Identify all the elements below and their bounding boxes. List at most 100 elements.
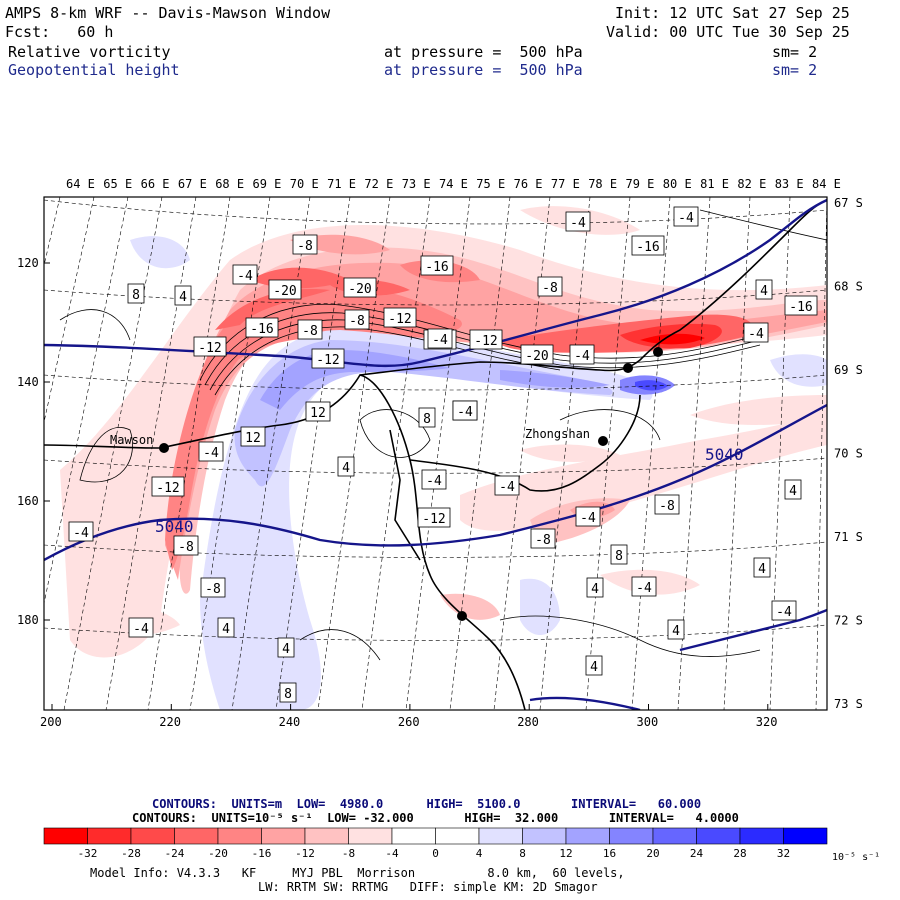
svg-text:-4: -4 [457, 405, 473, 420]
vorticity-value-label: -4 [569, 344, 595, 365]
vorticity-value-label: 4 [753, 557, 771, 578]
vorticity-value-label: -4 [494, 475, 520, 496]
colorbar-swatch [43, 827, 88, 845]
colorbar-tick-label: 28 [733, 847, 746, 860]
svg-text:-4: -4 [636, 581, 652, 596]
svg-text:-4: -4 [237, 269, 253, 284]
vorticity-value-label: 8 [418, 407, 436, 428]
vorticity-labels: -8 -4 -16 -20 -20 -16 -12 -8 -12 -16 -20 -4 -4 -4 -16 -… [68, 206, 818, 703]
x-tick-label: 280 [517, 715, 539, 729]
y-tick-label: 140 [17, 375, 39, 389]
colorbar-tick-label: 24 [690, 847, 704, 860]
colorbar-tick-label: -4 [385, 847, 399, 860]
colorbar-swatch [783, 827, 828, 845]
model-info-1: Model Info: V4.3.3 KF MYJ PBL Morrison 8… [90, 866, 625, 880]
svg-text:12: 12 [310, 406, 326, 421]
svg-text:-4: -4 [574, 349, 590, 364]
vorticity-value-label: -12 [417, 507, 451, 528]
station-marker [653, 347, 663, 357]
svg-text:-12: -12 [316, 353, 339, 368]
svg-text:4: 4 [591, 582, 599, 597]
colorbar-swatch [304, 827, 349, 845]
vorticity-value-label: -8 [654, 494, 680, 515]
colorbar-swatch [87, 827, 132, 845]
svg-text:-4: -4 [748, 327, 764, 342]
colorbar-tick-label: -32 [78, 847, 98, 860]
svg-text:-16: -16 [636, 240, 659, 255]
station-label-zhongshan: Zhongshan [525, 427, 590, 441]
longitude-label: 74 E [439, 177, 468, 191]
longitude-label: 78 E [588, 177, 617, 191]
colorbar-tick-label: -12 [295, 847, 315, 860]
field1-pressure: at pressure = 500 hPa [384, 43, 583, 61]
svg-text:-12: -12 [156, 481, 179, 496]
y-tick-label: 120 [17, 256, 39, 270]
vorticity-value-label: -20 [268, 279, 302, 300]
vorticity-value-label: -4 [631, 576, 657, 597]
latitude-label: 69 S [834, 363, 863, 377]
svg-text:-8: -8 [297, 239, 313, 254]
vorticity-value-label: -12 [311, 348, 345, 369]
svg-text:-8: -8 [205, 582, 221, 597]
vorticity-value-label: -4 [427, 328, 453, 349]
vorticity-value-label: 4 [217, 617, 235, 638]
longitude-label: 79 E [626, 177, 655, 191]
title-left: AMPS 8-km WRF -- Davis-Mawson Window [5, 4, 331, 22]
longitude-label: 81 E [700, 177, 729, 191]
longitude-label: 75 E [476, 177, 505, 191]
field2-pressure: at pressure = 500 hPa [384, 61, 583, 79]
field2-name: Geopotential height [8, 61, 180, 79]
svg-text:4: 4 [282, 642, 290, 657]
vorticity-value-label: -8 [200, 577, 226, 598]
colorbar-tick-label: 20 [646, 847, 659, 860]
svg-text:-8: -8 [535, 533, 551, 548]
colorbar-tick-label: 16 [603, 847, 616, 860]
svg-text:-4: -4 [678, 211, 694, 226]
height-label: 5040 [155, 517, 194, 536]
vorticity-value-label: -8 [173, 535, 199, 556]
station-marker [457, 611, 467, 621]
longitude-labels: 64 E 65 E 66 E 67 E 68 E 69 E 70 E 71 E 72 E 73 E… [66, 177, 841, 191]
colorbar: -32 -28 -24 -20 -16 -12 -8 -4 0 4 8 12 16 20 24 28 32 10… [43, 827, 880, 863]
svg-text:-4: -4 [432, 333, 448, 348]
vorticity-value-label: -8 [537, 276, 563, 297]
svg-text:4: 4 [760, 284, 768, 299]
vorticity-value-label: -4 [232, 264, 258, 285]
vorticity-value-label: 4 [174, 285, 192, 306]
svg-text:-8: -8 [349, 314, 365, 329]
vorticity-value-label: -16 [631, 235, 665, 256]
longitude-label: 84 E [812, 177, 841, 191]
longitude-label: 68 E [215, 177, 244, 191]
longitude-label: 77 E [551, 177, 580, 191]
vorticity-value-label: -8 [297, 319, 323, 340]
vorticity-value-label: -4 [198, 441, 224, 462]
colorbar-tick-label: 12 [559, 847, 572, 860]
colorbar-tick-label: -28 [121, 847, 141, 860]
svg-text:-12: -12 [198, 341, 221, 356]
longitude-label: 80 E [663, 177, 692, 191]
svg-text:-20: -20 [525, 349, 548, 364]
graticule [44, 197, 827, 710]
longitude-label: 69 E [253, 177, 282, 191]
vorticity-value-label: 8 [279, 682, 297, 703]
latitude-label: 73 S [834, 697, 863, 711]
colorbar-swatch [130, 827, 175, 845]
vorticity-value-label: -12 [383, 307, 417, 328]
svg-text:-20: -20 [273, 284, 296, 299]
colorbar-tick-label: -8 [342, 847, 355, 860]
colorbar-swatch [696, 827, 741, 845]
longitude-label: 73 E [402, 177, 431, 191]
svg-text:-4: -4 [133, 622, 149, 637]
svg-text:-12: -12 [422, 512, 445, 527]
colorbar-swatch [174, 827, 219, 845]
x-tick-label: 260 [398, 715, 420, 729]
svg-text:4: 4 [342, 461, 350, 476]
vorticity-value-label: 4 [277, 637, 295, 658]
svg-text:4: 4 [179, 290, 187, 305]
vorticity-value-label: -4 [452, 400, 478, 421]
valid-time: Valid: 00 UTC Tue 30 Sep 25 [606, 23, 850, 41]
svg-text:-16: -16 [425, 260, 448, 275]
vorticity-value-label: -20 [343, 277, 377, 298]
svg-text:12: 12 [245, 431, 261, 446]
longitude-label: 66 E [141, 177, 170, 191]
